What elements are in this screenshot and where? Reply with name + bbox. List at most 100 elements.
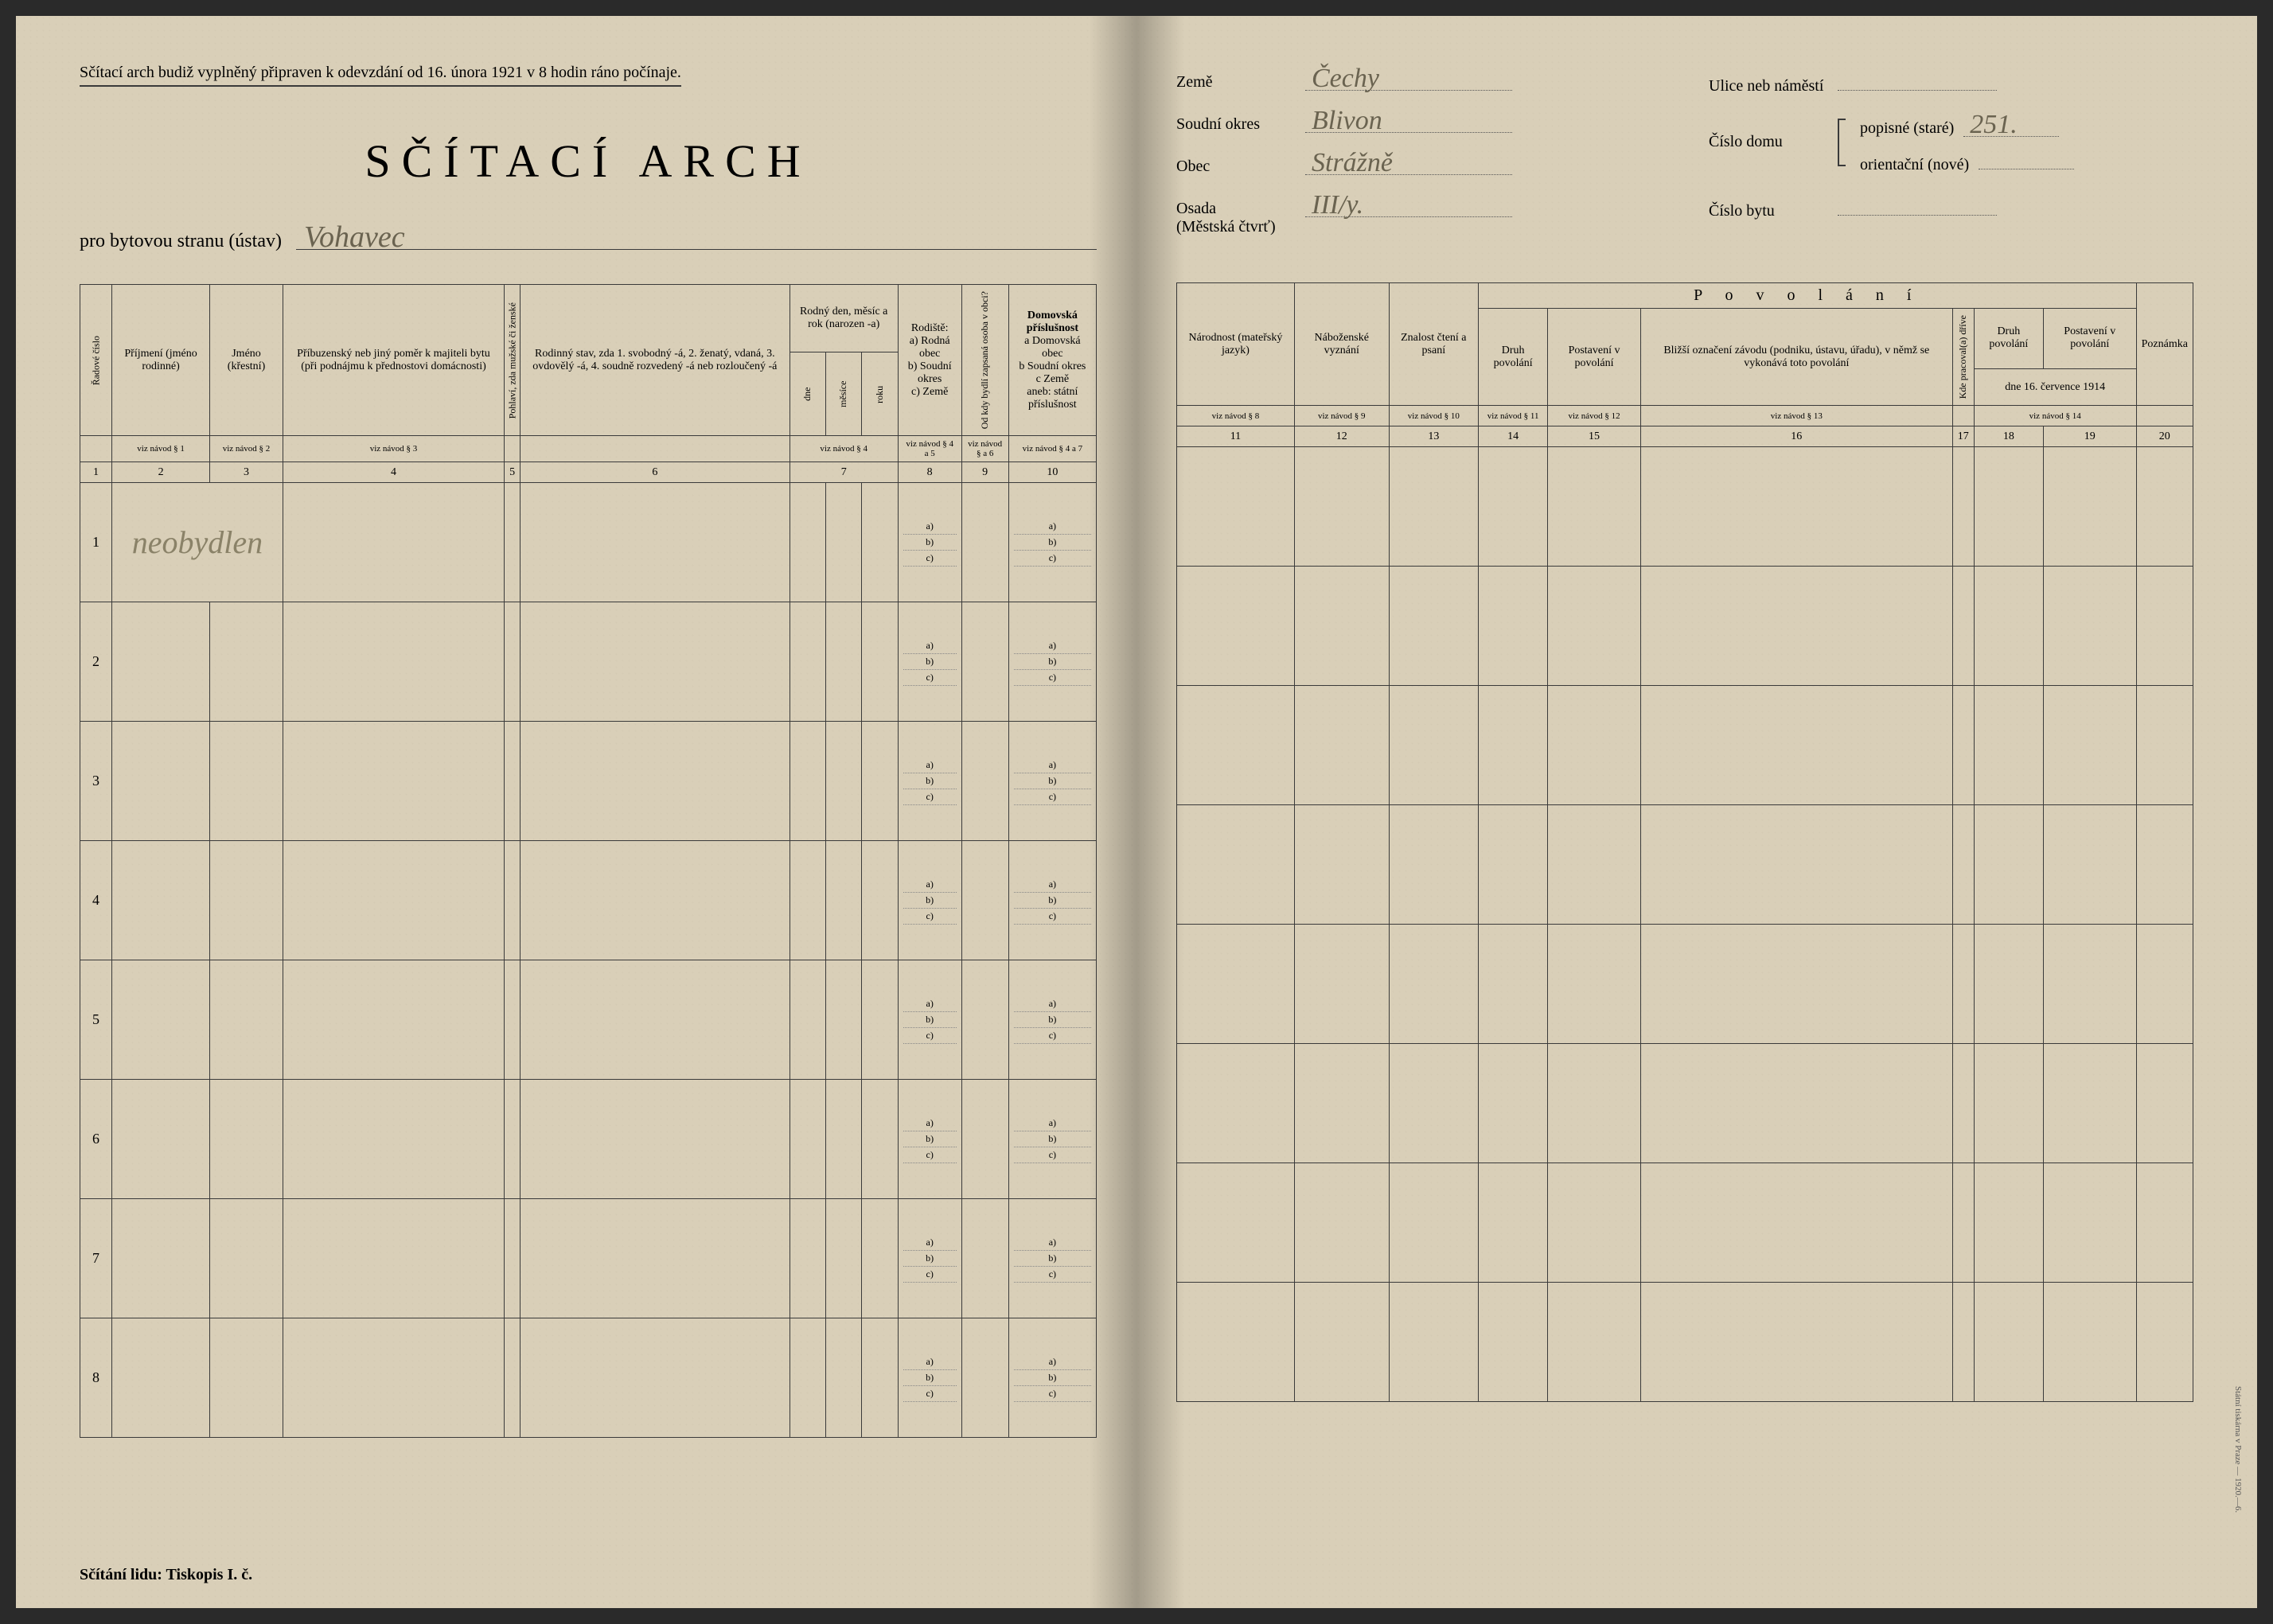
lbl-popisne: popisné (staré) bbox=[1860, 119, 1954, 138]
rodiste-abc: a)b)c) bbox=[898, 1318, 961, 1438]
rodiste-abc: a)b)c) bbox=[898, 1199, 961, 1318]
navod-14: viz návod § 14 bbox=[1974, 406, 2136, 426]
printer-mark: Státní tiskárna v Praze — 1920.—6. bbox=[2233, 1386, 2243, 1513]
hdr-col12: Náboženské vyznání bbox=[1294, 283, 1389, 406]
hdr-col10: Domovská příslušnost a Domovská obec b S… bbox=[1008, 285, 1096, 436]
right-table: Národnost (mateřský jazyk) Náboženské vy… bbox=[1176, 282, 2193, 1402]
left-table: Řadové číslo Příjmení (jméno rodinné) Jm… bbox=[80, 284, 1097, 1438]
domovska-abc: a)b)c) bbox=[1008, 602, 1096, 722]
domovska-abc: a)b)c) bbox=[1008, 483, 1096, 602]
row-num: 7 bbox=[80, 1199, 112, 1318]
cn-4: 4 bbox=[283, 462, 504, 483]
cn-8: 8 bbox=[898, 462, 961, 483]
table-row bbox=[1177, 447, 2193, 567]
main-title: SČÍTACÍ ARCH bbox=[80, 134, 1097, 188]
hdr-povolani: P o v o l á n í bbox=[1479, 283, 2137, 309]
table-row bbox=[1177, 567, 2193, 686]
cn-10: 10 bbox=[1008, 462, 1096, 483]
navod-4: viz návod § 4 bbox=[790, 436, 898, 462]
navod-3: viz návod § 3 bbox=[283, 436, 504, 462]
hdr-col18: Druh povolání bbox=[1974, 309, 2043, 369]
navod-6: viz návod § a 6 bbox=[961, 436, 1008, 462]
hdr-col19: Postavení v povolání bbox=[2043, 309, 2136, 369]
table-row bbox=[1177, 1283, 2193, 1402]
hdr-col1: Řadové číslo bbox=[80, 285, 112, 436]
spine-shadow bbox=[1089, 16, 1136, 1608]
hdr-col8-title: Rodiště: bbox=[911, 322, 949, 334]
cn-1: 1 bbox=[80, 462, 112, 483]
table-row bbox=[1177, 686, 2193, 805]
cn-5: 5 bbox=[505, 462, 520, 483]
val-popisne: 251. bbox=[1963, 110, 2059, 137]
cn-3: 3 bbox=[210, 462, 283, 483]
lbl-ulice: Ulice neb náměstí bbox=[1709, 77, 1828, 95]
table-row bbox=[1177, 925, 2193, 1044]
val-cislo-bytu bbox=[1838, 189, 1997, 216]
val-soudni: Blivon bbox=[1305, 106, 1512, 133]
cn-6: 6 bbox=[520, 462, 790, 483]
rodiste-abc: a)b)c) bbox=[898, 960, 961, 1080]
hdr-col10a: a Domovská obec bbox=[1024, 335, 1080, 360]
navod-9: viz návod § 9 bbox=[1294, 406, 1389, 426]
table-row: 7 a)b)c) a)b)c) bbox=[80, 1199, 1097, 1318]
hdr-col14: Druh povolání bbox=[1479, 309, 1548, 406]
navod-row-left: viz návod § 1 viz návod § 2 viz návod § … bbox=[80, 436, 1097, 462]
hdr-col17: Kde pracoval(a) dříve bbox=[1952, 309, 1974, 406]
table-row bbox=[1177, 1044, 2193, 1163]
cn-12: 12 bbox=[1294, 426, 1389, 447]
rodiste-abc: a)b)c) bbox=[898, 602, 961, 722]
navod-12: viz návod § 12 bbox=[1548, 406, 1641, 426]
navod-7: viz návod § 4 a 7 bbox=[1008, 436, 1096, 462]
navod-2: viz návod § 2 bbox=[210, 436, 283, 462]
row-num: 6 bbox=[80, 1080, 112, 1199]
right-page: Země Čechy Soudní okres Blivon Obec Strá… bbox=[1136, 16, 2257, 1608]
sub-prefix: pro bytovou stranu (ústav) bbox=[80, 231, 282, 252]
navod-13: viz návod § 13 bbox=[1640, 406, 1952, 426]
hdr-col2: Příjmení (jméno rodinné) bbox=[112, 285, 210, 436]
spine-shadow bbox=[1136, 16, 1184, 1608]
hdr-col20: Poznámka bbox=[2136, 283, 2193, 406]
footer-left: Sčítání lidu: Tiskopis I. č. bbox=[80, 1566, 252, 1584]
top-instruction: Sčítací arch budiž vyplněný připraven k … bbox=[80, 64, 681, 87]
navod-10: viz návod § 10 bbox=[1389, 406, 1478, 426]
row1-handwriting: neobydlen bbox=[112, 483, 283, 602]
hdr-col7c: roku bbox=[862, 352, 898, 436]
header-fields: Země Čechy Soudní okres Blivon Obec Strá… bbox=[1176, 64, 2193, 251]
table-row: 4 a)b)c) a)b)c) bbox=[80, 841, 1097, 960]
hdr-col7: Rodný den, měsíc a rok (narozen -a) bbox=[790, 285, 898, 352]
domovska-abc: a)b)c) bbox=[1008, 722, 1096, 841]
cn-7: 7 bbox=[790, 462, 898, 483]
domovska-abc: a)b)c) bbox=[1008, 841, 1096, 960]
navod-11: viz návod § 11 bbox=[1479, 406, 1548, 426]
establishment-hand: Vohavec bbox=[296, 220, 1097, 250]
navod-8: viz návod § 8 bbox=[1177, 406, 1295, 426]
val-orient bbox=[1979, 142, 2074, 169]
navod-1: viz návod § 1 bbox=[112, 436, 210, 462]
row-num: 1 bbox=[80, 483, 112, 602]
hdr-col4: Příbuzenský neb jiný poměr k majiteli by… bbox=[283, 285, 504, 436]
val-osada: III/y. bbox=[1305, 190, 1512, 217]
cn-13: 13 bbox=[1389, 426, 1478, 447]
hdr-col8a: a) Rodná obec bbox=[910, 335, 950, 360]
hdr-col10b: b Soudní okres bbox=[1019, 360, 1086, 372]
table-row: 1 neobydlen a)b)c) a)b)c) bbox=[80, 483, 1097, 602]
rodiste-abc: a)b)c) bbox=[898, 483, 961, 602]
hdr-col7b: měsíce bbox=[825, 352, 861, 436]
hdr-col11: Národnost (mateřský jazyk) bbox=[1177, 283, 1295, 406]
domovska-abc: a)b)c) bbox=[1008, 1199, 1096, 1318]
table-row: 2 a)b)c) a)b)c) bbox=[80, 602, 1097, 722]
table-row: 8 a)b)c) a)b)c) bbox=[80, 1318, 1097, 1438]
hdr-col8b: b) Soudní okres bbox=[908, 360, 952, 385]
row-num: 4 bbox=[80, 841, 112, 960]
hdr-col13: Znalost čtení a psaní bbox=[1389, 283, 1478, 406]
cn-11: 11 bbox=[1177, 426, 1295, 447]
navod-row-right: viz návod § 8 viz návod § 9 viz návod § … bbox=[1177, 406, 2193, 426]
hdr-col10-title: Domovská příslušnost bbox=[1027, 310, 1078, 334]
footer-text: Sčítání lidu: Tiskopis I. č. bbox=[80, 1566, 252, 1583]
cn-17: 17 bbox=[1952, 426, 1974, 447]
table-row bbox=[1177, 805, 2193, 925]
lbl-osada: Osada (Městská čtvrť) bbox=[1176, 200, 1296, 236]
val-obec: Strážně bbox=[1305, 148, 1512, 175]
rodiste-abc: a)b)c) bbox=[898, 841, 961, 960]
hdr-col7a: dne bbox=[790, 352, 825, 436]
